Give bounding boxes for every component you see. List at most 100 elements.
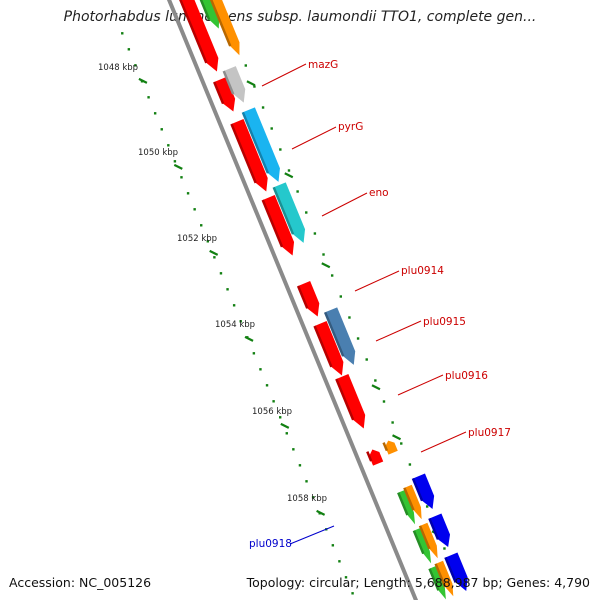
gene-label-plu0918[interactable]: plu0918 [249, 538, 292, 550]
major-tick [209, 249, 219, 256]
minor-tick [246, 80, 256, 87]
gene-arrow-plu0917 [382, 440, 398, 455]
gene-label-plu0917[interactable]: plu0917 [468, 427, 511, 439]
tick-dot [322, 253, 325, 256]
leader-line [397, 374, 444, 396]
tick-dot [270, 127, 273, 130]
gene-label-pyrG[interactable]: pyrG [338, 121, 363, 133]
gene-arrow-edge [428, 568, 440, 591]
cds-arrow-plu0917-edge [366, 451, 373, 462]
gene-arrow-plu0917-body [385, 440, 398, 455]
gene-arrow-body [419, 522, 438, 559]
genome-backbone [166, 0, 419, 600]
tick-dot [167, 144, 170, 147]
minor-tick [284, 172, 294, 179]
major-tick [173, 163, 183, 170]
major-tick [244, 335, 254, 342]
cds-arrow-pyrG-body [231, 119, 268, 192]
cds-arrow-plu0917-body [369, 449, 384, 466]
tick-dot [206, 240, 210, 243]
kbp-label: 1054 kbp [215, 320, 255, 330]
tick-dot [338, 560, 341, 563]
cds-arrow-plu0914-edge [296, 285, 309, 309]
cds-arrow-plu0915 [313, 321, 344, 376]
tick-dot [296, 190, 299, 193]
gene-arrow-plu0918-body [412, 473, 435, 509]
tick-dot [127, 48, 131, 51]
gene-arrow-edge [209, 0, 232, 47]
tick-dot [160, 128, 163, 131]
cds-arrow-pyrG [230, 119, 268, 192]
tick-dot [365, 358, 368, 361]
leader-line [289, 525, 335, 545]
gene-arrow-body [413, 528, 432, 564]
tick-dot [374, 379, 377, 382]
gene-arrow-pyrG-body [242, 107, 280, 182]
tick-dot [305, 211, 308, 214]
gene-arrow-edge [434, 563, 447, 588]
kbp-label: 1050 kbp [138, 148, 178, 158]
tick-dot [330, 274, 334, 277]
minor-tick [392, 434, 402, 441]
feature-arrows [179, 0, 468, 600]
cds-arrow-mazG [213, 77, 236, 112]
tick-dot [443, 547, 446, 550]
tick-dot [382, 400, 386, 403]
gene-arrow [444, 552, 468, 591]
gene-label-eno[interactable]: eno [369, 187, 389, 199]
gene-label-plu0916[interactable]: plu0916 [445, 370, 488, 382]
tick-dot [232, 304, 236, 307]
gene-arrow-pyrG-edge [241, 111, 270, 174]
gene-arrow-eno [272, 182, 306, 243]
gene-arrow-edge [412, 530, 425, 555]
tick-dots-left [121, 32, 354, 595]
tick-dot [425, 505, 429, 508]
major-tick [280, 422, 290, 429]
gene-arrow-body [211, 0, 240, 56]
tick-dot [261, 106, 265, 109]
cds-arrow-plu0914 [296, 281, 320, 317]
tick-dot [134, 64, 137, 67]
cds-arrow-mazG-edge [213, 81, 225, 105]
gene-label-plu0914[interactable]: plu0914 [401, 265, 444, 277]
tick-dot [356, 337, 360, 340]
major-tick [316, 509, 326, 516]
leader-line [321, 192, 368, 217]
gene-arrow-eno-edge [272, 186, 295, 235]
cds-arrow-plu0915-body [314, 321, 344, 376]
tick-dot [298, 464, 302, 467]
tick-dot [339, 295, 343, 298]
kbp-label: 1052 kbp [177, 234, 217, 244]
gene-arrow-mazG [222, 66, 246, 103]
cds-arrow-eno [261, 195, 295, 256]
gene-arrow [434, 560, 454, 597]
cds-arrow-plu0914-body [298, 281, 320, 317]
tick-dot [259, 368, 262, 371]
tick-dot [311, 496, 315, 499]
gene-arrow-body [435, 560, 454, 597]
tick-dot [400, 442, 403, 445]
tick-dot [219, 272, 223, 275]
minor-tick [371, 384, 381, 391]
tick-dot [153, 112, 157, 115]
tick-dot [121, 32, 124, 35]
gene-label-mazG[interactable]: mazG [308, 59, 338, 71]
map-title: Photorhabdus luminescens subsp. laumondi… [63, 9, 537, 25]
tick-dot [292, 448, 295, 451]
gene-label-plu0915[interactable]: plu0915 [423, 316, 466, 328]
gene-arrow-edge [403, 487, 415, 511]
cds-arrow-body [180, 0, 219, 72]
tick-dot [193, 208, 196, 211]
kbp-label: 1048 kbp [98, 63, 138, 73]
gene-arrow-edge [444, 556, 457, 583]
cds-arrow-plu0917 [366, 449, 384, 466]
label-leader-lines [261, 63, 467, 545]
tick-dot [287, 169, 291, 172]
tick-dot [239, 320, 242, 323]
accession-text: Accession: NC_005126 [9, 575, 152, 590]
cds-arrow [179, 0, 219, 72]
gene-arrow-body [429, 513, 451, 547]
tick-dot [408, 463, 412, 466]
